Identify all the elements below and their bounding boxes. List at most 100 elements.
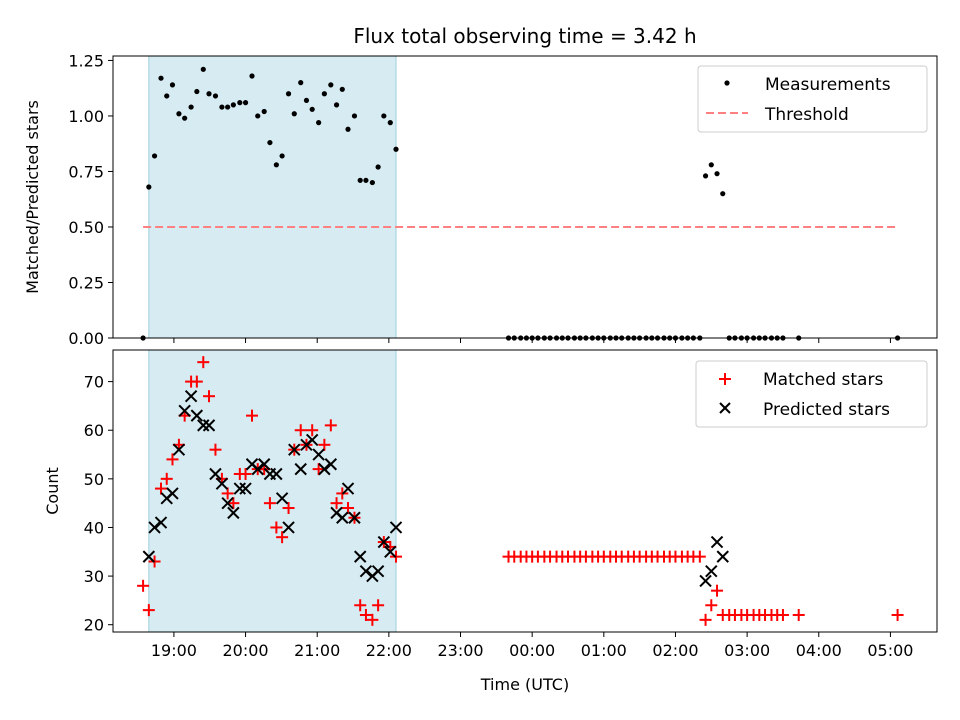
x-tick-label: 19:00	[151, 641, 197, 660]
matched-stars-point	[246, 409, 259, 422]
measurement-point	[158, 75, 164, 81]
predicted-stars-point	[197, 419, 210, 432]
bottom-y-tick-label: 40	[84, 518, 104, 537]
legend-measurements-marker	[724, 80, 730, 86]
matched-stars-point	[366, 613, 379, 626]
matched-stars-point	[306, 424, 319, 437]
top-panel-y-axis: 0.00 0.25 0.50 0.75 1.00 1.25	[68, 51, 113, 348]
measurement-point	[194, 88, 200, 95]
measurement-point	[237, 100, 243, 106]
measurement-point	[285, 91, 292, 97]
top-y-axis-label: Matched/Predicted stars	[23, 100, 42, 294]
measurement-point	[176, 111, 182, 117]
measurement-point	[219, 104, 225, 110]
measurement-point	[714, 171, 720, 177]
predicted-stars-point	[336, 511, 349, 524]
measurement-point	[345, 126, 351, 132]
top-panel-frame	[112, 55, 938, 339]
bottom-y-tick-label: 30	[84, 567, 104, 586]
top-y-tick-label: 0.00	[68, 329, 104, 348]
measurement-point	[375, 164, 381, 170]
x-tick-label: 20:00	[223, 641, 269, 660]
measurement-point	[333, 102, 340, 108]
predicted-stars-point	[154, 516, 168, 529]
legend-matched-label: Matched stars	[763, 370, 883, 390]
x-tick-label: 03:00	[724, 641, 770, 660]
predicted-stars-point	[348, 511, 361, 524]
predicted-stars-point	[384, 545, 397, 558]
legend-matched-marker	[719, 373, 731, 385]
measurement-point	[291, 111, 297, 117]
matched-stars-point	[155, 482, 168, 495]
bottom-y-axis-label: Count	[43, 467, 62, 515]
matched-stars-point	[359, 608, 372, 621]
matched-stars-point	[209, 443, 222, 456]
bottom-panel-plot	[137, 356, 904, 626]
x-tick-label: 04:00	[796, 641, 842, 660]
matched-stars-point	[166, 453, 179, 466]
matched-stars-point	[330, 497, 343, 510]
matched-stars-point	[263, 497, 276, 510]
measurement-point	[298, 80, 304, 86]
predicted-stars-point	[341, 482, 355, 495]
predicted-stars-point	[215, 477, 229, 490]
measurement-point	[225, 104, 231, 110]
matched-stars-point	[342, 502, 355, 515]
matched-stars-point	[160, 472, 173, 485]
x-tick-label: 22:00	[366, 641, 412, 660]
predicted-stars-point	[209, 467, 222, 481]
matched-stars-point	[372, 599, 385, 612]
predicted-stars-point	[202, 419, 216, 432]
measurement-point	[309, 106, 315, 112]
predicted-stars-point	[239, 482, 252, 495]
measurement-point	[169, 82, 176, 88]
measurement-point	[387, 120, 393, 126]
predicted-stars-point	[371, 565, 385, 578]
measurement-point	[351, 113, 358, 119]
measurement-point	[357, 177, 363, 183]
measurement-point	[369, 179, 375, 186]
matched-stars-point	[197, 356, 210, 369]
matched-stars-point	[324, 419, 337, 432]
matched-stars-point	[270, 521, 283, 534]
measurement-point	[212, 93, 219, 99]
predicted-stars-point	[257, 458, 271, 471]
measurement-point	[151, 153, 158, 159]
matched-stars-point	[142, 604, 155, 617]
matched-stars-point	[312, 463, 325, 476]
bottom-legend: Matched stars Predicted stars	[695, 360, 928, 428]
measurement-point	[328, 82, 334, 88]
matched-stars-point	[294, 424, 307, 437]
matched-stars-point	[282, 502, 295, 515]
measurement-point	[206, 91, 212, 97]
legend-threshold-label: Threshold	[764, 105, 849, 125]
measurement-point	[708, 162, 714, 168]
measurement-point	[363, 177, 369, 183]
measurement-point	[720, 191, 726, 197]
x-tick-label: 05:00	[867, 641, 913, 660]
predicted-stars-point	[166, 487, 179, 500]
bottom-y-tick-label: 60	[84, 421, 104, 440]
predicted-stars-point	[288, 443, 301, 456]
predicted-stars-point	[221, 496, 234, 510]
measurement-point	[381, 113, 387, 119]
predicted-stars-point	[353, 550, 367, 563]
top-panel-x-ticks	[173, 338, 891, 343]
measurement-point	[249, 73, 255, 79]
predicted-stars-point	[275, 492, 289, 505]
measurement-point	[242, 100, 249, 106]
predicted-stars-point	[270, 467, 283, 481]
x-tick-label: 21:00	[294, 641, 340, 660]
x-axis-label: Time (UTC)	[480, 675, 569, 694]
measurement-point	[702, 173, 709, 179]
matched-stars-point	[221, 487, 234, 500]
predicted-stars-point	[184, 389, 198, 403]
predicted-stars-point	[318, 462, 331, 476]
matched-stars-point	[693, 550, 706, 563]
measurement-point	[146, 184, 152, 190]
top-legend: Measurements Threshold	[697, 65, 928, 133]
predicted-stars-point	[377, 535, 391, 549]
bottom-y-tick-label: 50	[84, 470, 104, 489]
predicted-stars-point	[142, 550, 156, 563]
predicted-stars-point	[359, 565, 373, 578]
